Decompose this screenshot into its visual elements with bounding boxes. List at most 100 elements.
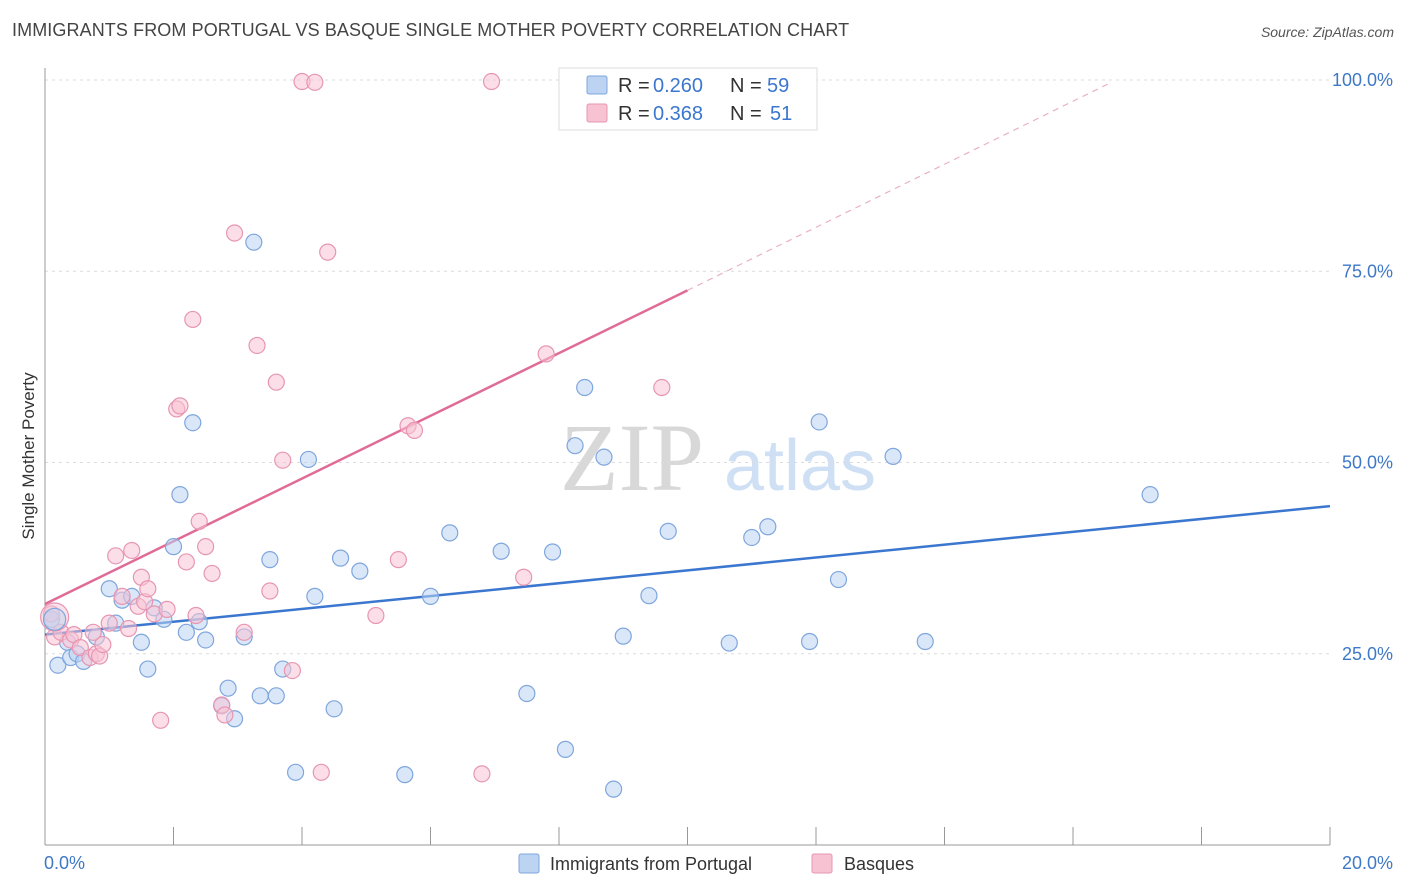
- point-portugal: [261, 551, 279, 569]
- point-basques: [107, 547, 125, 565]
- point-portugal: [595, 448, 613, 466]
- point-portugal: [139, 660, 157, 678]
- point-portugal: [164, 538, 183, 556]
- point-basques: [482, 72, 501, 91]
- point-basques: [100, 614, 118, 632]
- bottom-legend-swatch-portugal: [518, 853, 540, 874]
- point-portugal: [267, 687, 285, 705]
- tick-labels: 25.0% 50.0% 75.0% 100.0% 0.0% 20.0%: [44, 70, 1393, 873]
- bottom-legend-swatch-basques: [811, 853, 833, 874]
- legend-pink-r-label: R =: [618, 103, 650, 125]
- point-basques: [389, 551, 407, 569]
- legend-pink-n-value: 51: [770, 103, 792, 125]
- point-basques: [152, 711, 170, 729]
- point-portugal: [810, 413, 828, 431]
- point-portugal: [543, 543, 562, 561]
- point-basques: [235, 623, 253, 641]
- point-basques: [473, 765, 491, 783]
- point-portugal: [184, 414, 202, 432]
- trend-line-portugal: [44, 504, 1331, 636]
- point-basques: [177, 553, 195, 571]
- point-portugal: [49, 656, 67, 674]
- bottom-legend: Immigrants from Portugal Basques: [518, 853, 914, 874]
- point-basques: [113, 587, 131, 605]
- point-portugal: [640, 587, 658, 605]
- point-basques: [261, 582, 279, 600]
- point-portugal: [566, 437, 584, 455]
- y-tick-label: 100.0%: [1332, 70, 1393, 90]
- point-basques: [119, 619, 138, 638]
- watermark-zip: ZIP: [560, 404, 704, 511]
- legend-swatch-blue: [586, 75, 608, 95]
- point-portugal: [421, 587, 440, 605]
- trend-lines: [44, 81, 1331, 636]
- point-portugal: [177, 623, 195, 641]
- point-portugal: [132, 633, 150, 651]
- point-portugal: [1141, 486, 1159, 504]
- point-portugal: [800, 632, 819, 651]
- y-tick-label: 25.0%: [1342, 644, 1393, 664]
- point-portugal: [518, 684, 536, 703]
- point-portugal: [251, 687, 269, 705]
- point-basques: [319, 243, 337, 261]
- point-portugal: [331, 549, 350, 567]
- point-basques: [515, 568, 533, 586]
- point-basques: [187, 606, 205, 625]
- point-basques: [405, 421, 424, 439]
- trend-line-basques: [44, 289, 689, 606]
- point-basques: [123, 541, 141, 560]
- point-basques: [184, 310, 202, 329]
- point-portugal-cluster: [43, 607, 67, 631]
- y-axis-label: Single Mother Poverty: [19, 372, 38, 540]
- point-basques: [312, 763, 330, 781]
- point-basques: [267, 373, 285, 391]
- legend-blue-r-value: 0.260: [653, 75, 703, 97]
- point-portugal: [441, 524, 459, 542]
- point-basques: [653, 378, 671, 397]
- point-basques: [367, 606, 385, 625]
- legend-blue-r-label: R =: [618, 75, 650, 97]
- legend-box: R = 0.260 N = 59 R = 0.368 N = 51: [558, 67, 818, 131]
- point-portugal: [759, 518, 777, 536]
- point-basques: [216, 706, 234, 724]
- axes: [44, 68, 1331, 846]
- point-portugal: [720, 634, 738, 652]
- legend-pink-n-label: N =: [730, 103, 762, 125]
- point-basques: [190, 512, 208, 531]
- legend-pink-r-value: 0.368: [653, 103, 703, 125]
- point-portugal: [325, 700, 343, 718]
- chart-title: IMMIGRANTS FROM PORTUGAL VS BASQUE SINGL…: [12, 20, 850, 40]
- point-portugal: [351, 562, 369, 580]
- point-portugal: [884, 447, 902, 465]
- point-portugal: [299, 450, 318, 469]
- point-portugal: [286, 763, 305, 781]
- point-basques: [94, 635, 112, 654]
- y-tick-label: 50.0%: [1342, 453, 1393, 473]
- point-portugal: [306, 587, 324, 605]
- gridlines: [45, 79, 1330, 655]
- legend-blue-n-value: 59: [767, 75, 789, 97]
- point-portugal: [219, 679, 237, 697]
- x-tick-label: 0.0%: [44, 853, 85, 873]
- point-basques: [248, 336, 266, 355]
- legend-blue-n-label: N =: [730, 75, 762, 97]
- point-basques: [158, 600, 176, 618]
- point-portugal: [829, 570, 848, 589]
- point-basques: [274, 451, 292, 469]
- point-portugal: [100, 580, 118, 598]
- y-tick-label: 75.0%: [1342, 261, 1393, 281]
- bottom-legend-label-basques: Basques: [844, 854, 914, 874]
- point-basques: [171, 397, 189, 415]
- point-portugal: [614, 627, 632, 645]
- point-basques: [139, 580, 157, 598]
- point-basques: [203, 564, 221, 583]
- point-basques: [306, 73, 324, 91]
- point-portugal: [556, 740, 575, 758]
- point-portugal: [245, 233, 263, 251]
- x-tick-label: 20.0%: [1342, 853, 1393, 873]
- point-basques: [225, 224, 244, 242]
- point-portugal: [605, 780, 623, 798]
- bottom-legend-label-portugal: Immigrants from Portugal: [550, 854, 752, 874]
- point-basques: [283, 661, 301, 680]
